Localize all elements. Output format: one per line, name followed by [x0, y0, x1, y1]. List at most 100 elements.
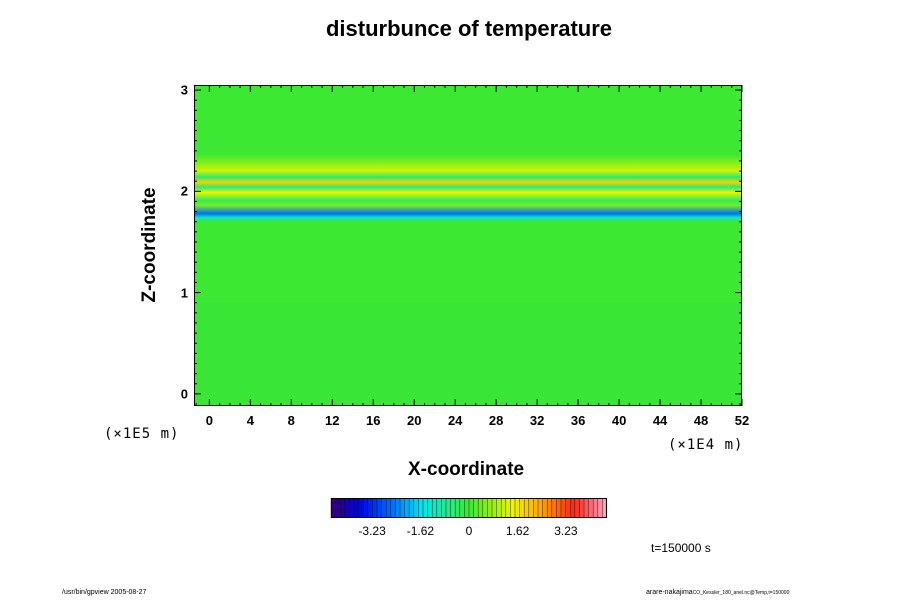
heatmap-plot [194, 85, 743, 406]
colorbar-cell [335, 498, 341, 518]
colorbar-tick-label: 3.23 [554, 524, 578, 538]
colorbar-cell [390, 498, 396, 518]
heatmap-lower-shade [194, 303, 742, 406]
x-tick-label: 28 [488, 413, 504, 428]
colorbar-cell [363, 498, 368, 518]
colorbar-cell [377, 498, 382, 518]
x-axis-label: X-coordinate [408, 459, 525, 480]
y-unit-label: (×1E5 m) [104, 426, 180, 442]
colorbar-cell [524, 498, 529, 518]
colorbar-cell [556, 498, 562, 518]
colorbar-cell [409, 498, 414, 518]
colorbar-cell [418, 498, 424, 518]
y-tick-label: 2 [180, 183, 188, 199]
colorbar-cell [455, 498, 460, 518]
y-tick-label: 1 [180, 285, 188, 301]
colorbar-cell [565, 498, 571, 518]
x-tick-label: 20 [406, 413, 422, 428]
colorbar-cell [482, 498, 488, 518]
footer-left: /usr/bin/gpview 2005-08-27 [62, 589, 147, 596]
x-tick-label: 52 [734, 413, 750, 428]
x-tick-label: 32 [529, 413, 545, 428]
colorbar-cell [395, 498, 401, 518]
colorbar-tick-label: 1.62 [505, 524, 530, 538]
x-tick-label: 12 [325, 413, 340, 428]
heatmap-band-layer [194, 154, 742, 222]
colorbar-tick-label: -3.23 [358, 524, 386, 538]
colorbar-cell [413, 498, 419, 518]
colorbar-cell [574, 498, 580, 518]
colorbar-cell [400, 498, 405, 518]
colorbar-cell [381, 498, 387, 518]
x-tick-label: 8 [287, 413, 295, 428]
colorbar-cell [492, 498, 497, 518]
x-tick-label: 36 [570, 413, 586, 428]
footer-file: CO_Kessler_180_anel.nc@Temp,t=150000 [692, 590, 790, 596]
footer-author: arare-nakajima [646, 589, 693, 596]
x-tick-label: 0 [205, 413, 213, 428]
colorbar-cell [450, 498, 456, 518]
y-tick-label: 0 [180, 386, 188, 402]
colorbar-cell [354, 498, 359, 518]
colorbar [330, 498, 608, 518]
colorbar-cell [570, 498, 575, 518]
x-unit-label: (×1E4 m) [668, 437, 744, 453]
y-tick-label: 3 [180, 82, 188, 98]
x-tick-label: 40 [611, 413, 627, 428]
colorbar-cell [547, 498, 552, 518]
colorbar-cell [473, 498, 479, 518]
colorbar-cell [561, 498, 566, 518]
colorbar-cell [372, 498, 378, 518]
colorbar-cell [579, 498, 585, 518]
colorbar-cell [551, 498, 557, 518]
colorbar-cell [427, 498, 433, 518]
colorbar-cell [446, 498, 451, 518]
colorbar-cell [593, 498, 598, 518]
colorbar-cell [464, 498, 470, 518]
chart-title: disturbunce of temperature [325, 16, 613, 41]
footer-right: arare-nakajimaCO_Kessler_180_anel.nc@Tem… [646, 589, 789, 596]
x-tick-label: 16 [366, 413, 381, 428]
colorbar-tick-label: -1.62 [406, 524, 435, 538]
colorbar-cell [423, 498, 428, 518]
y-axis-label: Z-coordinate [139, 187, 160, 303]
colorbar-cell [344, 498, 350, 518]
colorbar-cell [340, 498, 345, 518]
time-label: t=150000 s [651, 541, 711, 555]
colorbar-cell [367, 498, 373, 518]
colorbar-cell [515, 498, 520, 518]
colorbar-cell [432, 498, 437, 518]
x-tick-label: 48 [693, 413, 709, 428]
colorbar-cell [519, 498, 525, 518]
colorbar-cell [469, 498, 474, 518]
colorbar-cell [386, 498, 391, 518]
x-tick-label: 4 [246, 413, 254, 428]
colorbar-cell [538, 498, 543, 518]
colorbar-frame [331, 498, 607, 518]
colorbar-tick-label: 0 [465, 524, 473, 538]
colorbar-cell [528, 498, 534, 518]
colorbar-cell [349, 498, 355, 518]
colorbar-cell [459, 498, 465, 518]
x-tick-label: 44 [652, 413, 668, 428]
colorbar-cell [588, 498, 594, 518]
colorbar-cell [487, 498, 493, 518]
colorbar-cell [404, 498, 410, 518]
colorbar-cell [597, 498, 603, 518]
heatmap-background [194, 85, 742, 406]
colorbar-cell [331, 498, 336, 518]
plot-frame [194, 85, 742, 406]
colorbar-cell [533, 498, 539, 518]
colorbar-cell [358, 498, 364, 518]
colorbar-cell [542, 498, 548, 518]
colorbar-cell [496, 498, 502, 518]
x-tick-label: 24 [447, 413, 463, 428]
colorbar-cell [478, 498, 483, 518]
colorbar-cell [436, 498, 442, 518]
colorbar-cell [505, 498, 511, 518]
colorbar-cell [602, 498, 608, 518]
colorbar-cell [441, 498, 447, 518]
colorbar-cell [501, 498, 506, 518]
colorbar-cell [510, 498, 516, 518]
colorbar-cell [584, 498, 589, 518]
